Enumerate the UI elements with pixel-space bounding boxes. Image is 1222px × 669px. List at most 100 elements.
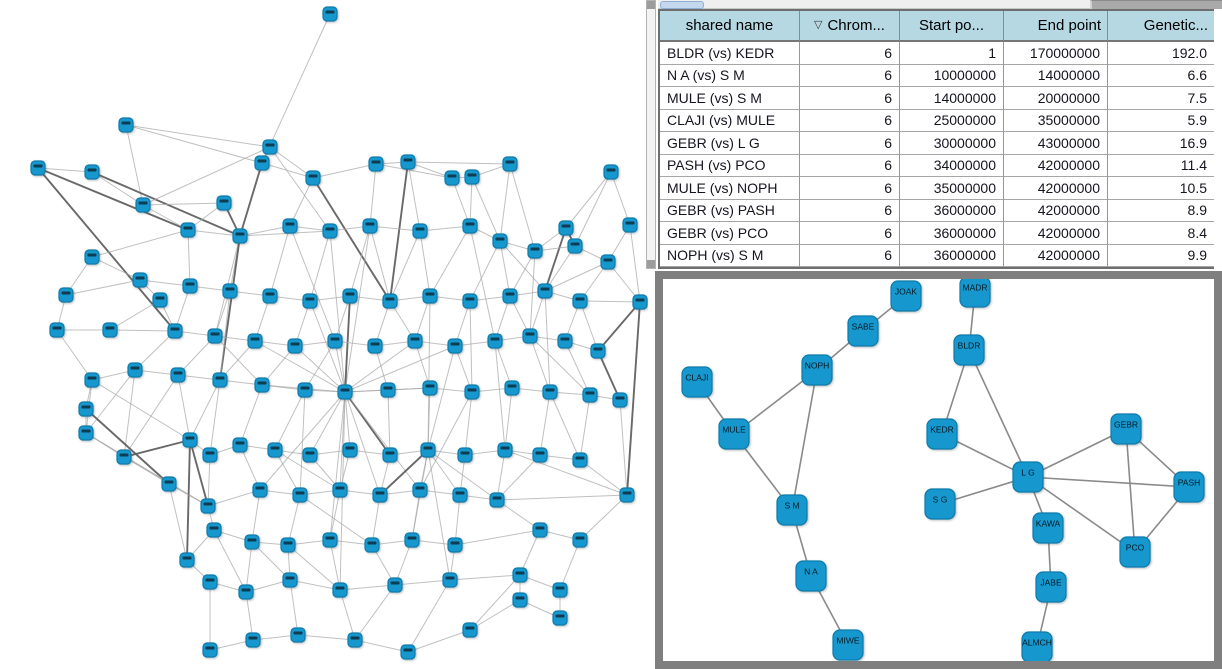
network-node-s-m[interactable] (776, 494, 808, 526)
network-node[interactable] (302, 447, 318, 463)
column-header-end-point[interactable]: End point (1004, 11, 1108, 42)
network-node[interactable] (512, 592, 528, 608)
table-cell-end-point[interactable]: 42000000 (1004, 244, 1108, 267)
network-node[interactable] (457, 447, 473, 463)
network-node[interactable] (502, 288, 518, 304)
network-node[interactable] (404, 532, 420, 548)
table-cell-start-position[interactable]: 14000000 (900, 87, 1004, 110)
network-node[interactable] (305, 170, 321, 186)
table-cell-shared-name[interactable]: MULE (vs) NOPH (660, 177, 800, 200)
table-cell-end-point[interactable]: 43000000 (1004, 132, 1108, 155)
network-node[interactable] (444, 170, 460, 186)
network-node-n-a[interactable] (795, 560, 827, 592)
column-header-genetic[interactable]: Genetic... (1108, 11, 1214, 42)
network-node[interactable] (367, 338, 383, 354)
network-node-mule[interactable] (718, 418, 750, 450)
table-cell-genetic[interactable]: 8.9 (1108, 199, 1214, 222)
network-node[interactable] (118, 117, 134, 133)
network-node[interactable] (222, 283, 238, 299)
network-node[interactable] (302, 293, 318, 309)
network-node[interactable] (238, 584, 254, 600)
network-node[interactable] (332, 582, 348, 598)
table-cell-genetic[interactable]: 6.6 (1108, 64, 1214, 87)
network-node[interactable] (132, 272, 148, 288)
network-node[interactable] (489, 492, 505, 508)
network-node[interactable] (632, 294, 648, 310)
table-cell-end-point[interactable]: 42000000 (1004, 177, 1108, 200)
network-node[interactable] (244, 534, 260, 550)
network-node-bldr[interactable] (953, 334, 985, 366)
network-node[interactable] (382, 447, 398, 463)
network-node[interactable] (422, 288, 438, 304)
network-node[interactable] (532, 447, 548, 463)
network-node-pash[interactable] (1173, 471, 1205, 503)
network-node[interactable] (297, 382, 313, 398)
column-header-shared-name[interactable]: shared name (660, 11, 800, 42)
network-edge[interactable] (1027, 428, 1127, 478)
network-node[interactable] (532, 522, 548, 538)
table-cell-shared-name[interactable]: MULE (vs) S M (660, 87, 800, 110)
network-node-sabe[interactable] (847, 315, 879, 347)
network-node[interactable] (464, 169, 480, 185)
table-cell-end-point[interactable]: 35000000 (1004, 109, 1108, 132)
network-node-almch[interactable] (1021, 631, 1053, 661)
column-header-chromosome[interactable]: ▽ Chrom... (800, 11, 900, 42)
network-node[interactable] (372, 487, 388, 503)
table-cell-start-position[interactable]: 25000000 (900, 109, 1004, 132)
network-edge[interactable] (791, 369, 818, 511)
network-node[interactable] (347, 632, 363, 648)
table-cell-shared-name[interactable]: GEBR (vs) PCO (660, 222, 800, 245)
table-horizontal-scrollbar[interactable] (658, 0, 1090, 9)
network-node[interactable] (387, 577, 403, 593)
table-cell-end-point[interactable]: 42000000 (1004, 154, 1108, 177)
table-cell-shared-name[interactable]: PASH (vs) PCO (660, 154, 800, 177)
network-node[interactable] (290, 627, 306, 643)
table-cell-start-position[interactable]: 30000000 (900, 132, 1004, 155)
network-node[interactable] (572, 293, 588, 309)
table-cell-genetic[interactable]: 9.9 (1108, 244, 1214, 267)
table-cell-shared-name[interactable]: BLDR (vs) KEDR (660, 42, 800, 65)
network-node-claji[interactable] (681, 366, 713, 398)
network-node[interactable] (322, 223, 338, 239)
overview-network-canvas[interactable] (0, 0, 648, 669)
network-edge[interactable] (968, 349, 1029, 478)
network-node[interactable] (567, 238, 583, 254)
network-node[interactable] (622, 217, 638, 233)
network-node-s-g[interactable] (924, 488, 956, 520)
network-node[interactable] (400, 154, 416, 170)
network-edge[interactable] (1027, 476, 1190, 488)
table-cell-genetic[interactable]: 5.9 (1108, 109, 1214, 132)
network-node-kedr[interactable] (926, 418, 958, 450)
network-node[interactable] (322, 6, 338, 22)
network-node[interactable] (58, 287, 74, 303)
network-node[interactable] (332, 482, 348, 498)
network-node[interactable] (464, 384, 480, 400)
network-node[interactable] (167, 323, 183, 339)
network-node[interactable] (280, 537, 296, 553)
network-node[interactable] (202, 642, 218, 658)
network-node[interactable] (267, 442, 283, 458)
network-node[interactable] (84, 164, 100, 180)
network-node[interactable] (342, 288, 358, 304)
table-cell-genetic[interactable]: 8.4 (1108, 222, 1214, 245)
network-node[interactable] (522, 328, 538, 344)
table-cell-genetic[interactable]: 10.5 (1108, 177, 1214, 200)
network-node[interactable] (527, 243, 543, 259)
network-node[interactable] (420, 442, 436, 458)
network-node[interactable] (170, 367, 186, 383)
network-node[interactable] (232, 437, 248, 453)
network-node[interactable] (287, 338, 303, 354)
detail-network-canvas[interactable]: JOAK SABE NOPH CLAJI MULE S M N A MIWE MADR BLDR K… (663, 279, 1214, 661)
table-cell-chromosome[interactable]: 6 (800, 42, 900, 65)
table-cell-chromosome[interactable]: 6 (800, 132, 900, 155)
table-cell-start-position[interactable]: 35000000 (900, 177, 1004, 200)
table-cell-shared-name[interactable]: GEBR (vs) PASH (660, 199, 800, 222)
network-node-gebr[interactable] (1110, 413, 1142, 445)
network-node[interactable] (182, 278, 198, 294)
network-node-jabe[interactable] (1035, 571, 1067, 603)
network-node[interactable] (84, 372, 100, 388)
network-node[interactable] (603, 164, 619, 180)
table-cell-start-position[interactable]: 36000000 (900, 244, 1004, 267)
table-cell-genetic[interactable]: 7.5 (1108, 87, 1214, 110)
table-vertical-scrollbar[interactable] (646, 0, 656, 269)
